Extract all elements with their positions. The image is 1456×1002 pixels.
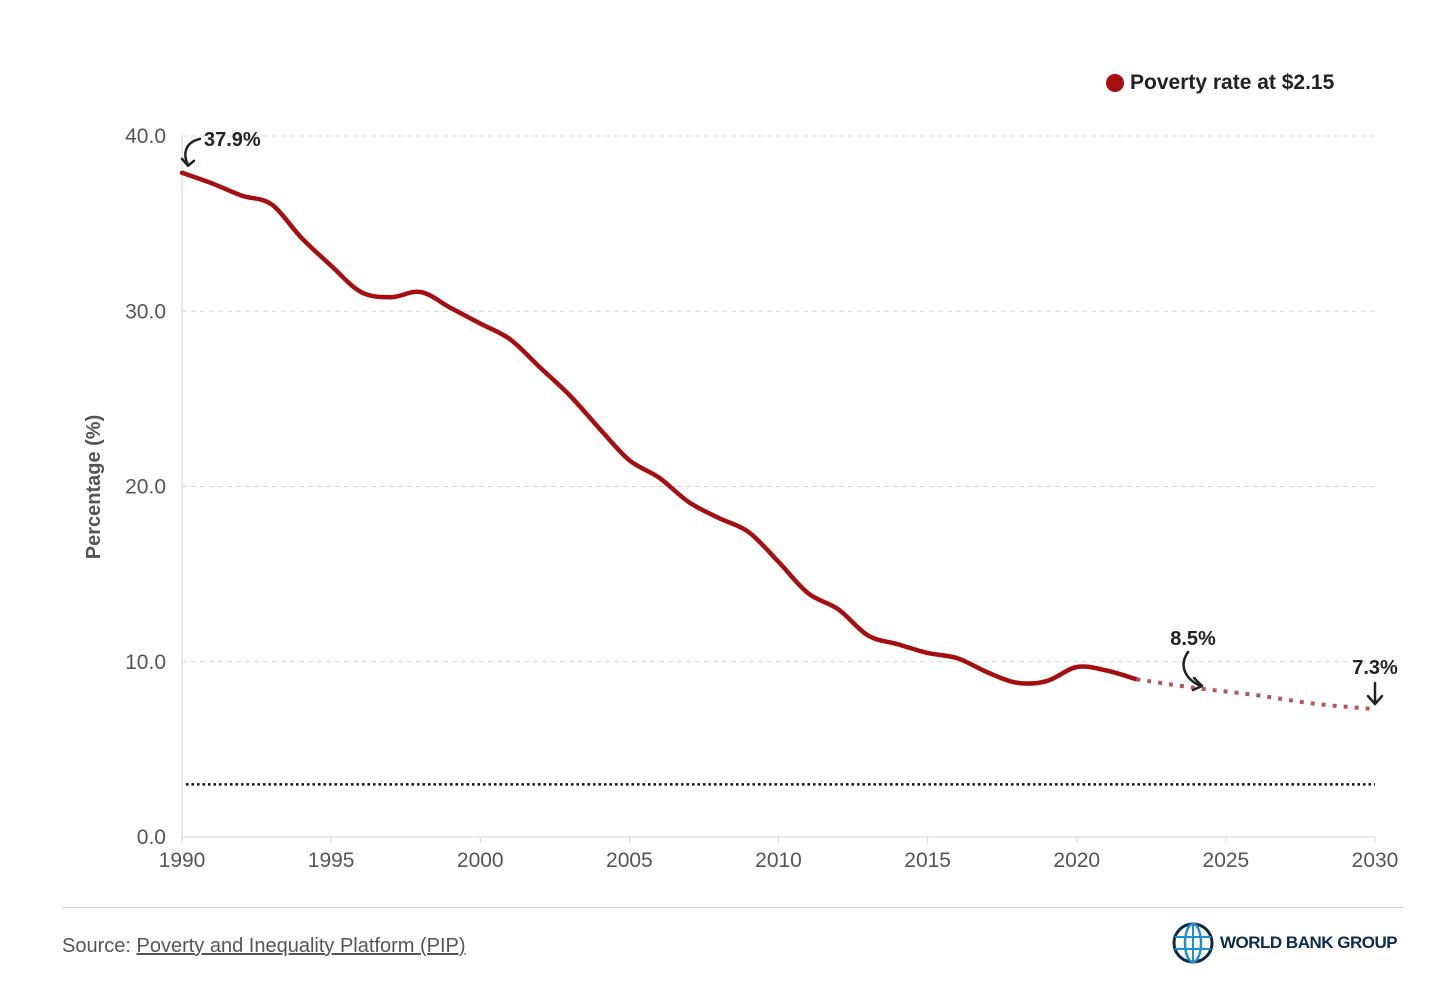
- world-bank-logo: WORLD BANK GROUP: [1171, 921, 1398, 965]
- source-note: Source: Poverty and Inequality Platform …: [62, 935, 466, 958]
- data-label: 8.5%: [1170, 628, 1216, 650]
- data-label: 37.9%: [204, 129, 261, 151]
- legend-swatch: [1106, 74, 1124, 92]
- x-tick-label: 2000: [457, 849, 504, 872]
- x-tick-label: 2015: [904, 849, 951, 872]
- poverty-rate-line: [179, 170, 1139, 686]
- y-tick-label: 10.0: [125, 651, 166, 674]
- projection-line: [1136, 677, 1376, 712]
- x-tick-label: 2020: [1053, 849, 1100, 872]
- footer-divider: [62, 907, 1404, 908]
- y-tick-label: 0.0: [137, 826, 166, 849]
- legend-label: Poverty rate at $2.15: [1130, 71, 1335, 94]
- x-tick-label: 2010: [755, 849, 802, 872]
- globe-icon: [1172, 922, 1214, 964]
- y-tick-label: 30.0: [125, 300, 166, 323]
- source-prefix: Source:: [62, 935, 137, 957]
- x-tick-label: 2030: [1352, 849, 1399, 872]
- source-link[interactable]: Poverty and Inequality Platform (PIP): [136, 935, 466, 957]
- y-tick-label: 40.0: [125, 125, 166, 148]
- y-tick-label: 20.0: [125, 476, 166, 499]
- x-tick-label: 1995: [308, 849, 355, 872]
- x-tick-label: 2005: [606, 849, 653, 872]
- annotation-arrow-icon: [1366, 681, 1384, 706]
- y-axis-label: Percentage (%): [83, 415, 105, 560]
- annotation-arrow-icon: [1182, 650, 1204, 692]
- logo-text: WORLD BANK GROUP: [1220, 933, 1398, 952]
- annotation-arrow-icon: [180, 137, 202, 168]
- x-tick-label: 1990: [159, 849, 206, 872]
- data-label: 7.3%: [1352, 657, 1398, 679]
- legend: Poverty rate at $2.15: [1106, 71, 1334, 95]
- x-tick-label: 2025: [1203, 849, 1250, 872]
